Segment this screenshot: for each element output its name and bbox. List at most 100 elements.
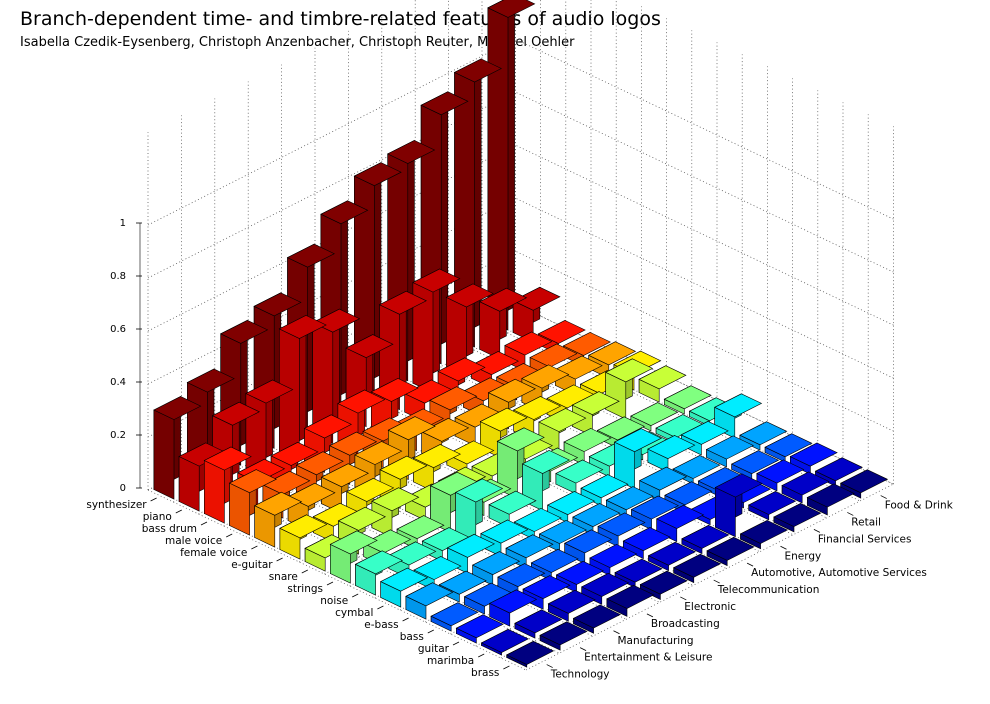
bar-face bbox=[563, 428, 612, 452]
bar bbox=[639, 570, 688, 600]
bar-face bbox=[320, 463, 369, 488]
bar-face bbox=[521, 450, 570, 474]
z-tick-label: 0.4 bbox=[110, 377, 126, 388]
bar bbox=[663, 385, 712, 415]
instrument-label: bass drum bbox=[142, 523, 197, 535]
bar bbox=[814, 457, 863, 487]
instrument-label: guitar bbox=[418, 643, 450, 655]
instrument-tick bbox=[200, 521, 208, 526]
bar-face bbox=[530, 548, 579, 573]
bar bbox=[739, 519, 788, 550]
bar-face bbox=[412, 268, 461, 293]
gridline bbox=[349, 399, 718, 587]
instrument-tick bbox=[251, 545, 258, 550]
bar-face bbox=[512, 286, 561, 311]
branch-label: Manufacturing bbox=[618, 635, 694, 647]
bar bbox=[463, 582, 512, 615]
bar-face bbox=[639, 466, 688, 491]
instrument-tick bbox=[175, 509, 182, 514]
bar-face bbox=[806, 483, 855, 508]
branch-label: Food & Drink bbox=[885, 500, 954, 512]
branch-label: Broadcasting bbox=[651, 618, 720, 630]
bar-face bbox=[346, 477, 395, 502]
bar-face bbox=[497, 563, 546, 588]
branch-label: Financial Services bbox=[818, 533, 912, 545]
branch-label: Electronic bbox=[684, 601, 736, 613]
instrument-tick bbox=[427, 629, 434, 634]
bar-face bbox=[663, 385, 712, 410]
bar-face bbox=[513, 396, 562, 420]
instrument-label: snare bbox=[269, 571, 298, 583]
bar-face bbox=[731, 450, 780, 475]
bar-face bbox=[547, 589, 596, 614]
branch-tick bbox=[880, 495, 887, 499]
bar-face bbox=[430, 602, 479, 627]
gridline bbox=[248, 351, 617, 539]
instrument-tick bbox=[276, 557, 283, 562]
bar bbox=[455, 614, 504, 644]
bar bbox=[354, 550, 403, 596]
branch-label: Telecommunication bbox=[717, 584, 820, 596]
bar bbox=[445, 283, 494, 377]
bar-face bbox=[303, 414, 352, 439]
bar-face bbox=[647, 541, 696, 566]
bar-face bbox=[639, 570, 688, 595]
bar-face bbox=[596, 416, 645, 441]
bar bbox=[572, 503, 621, 536]
bar-face bbox=[538, 520, 587, 544]
bar-face bbox=[370, 378, 419, 402]
bar bbox=[547, 589, 596, 622]
bar-face bbox=[396, 515, 445, 540]
bar bbox=[178, 442, 227, 512]
bar-face bbox=[270, 441, 319, 466]
bar-face bbox=[504, 331, 553, 356]
bar bbox=[605, 486, 654, 519]
bar-face bbox=[554, 355, 603, 380]
bar-face bbox=[245, 379, 294, 404]
bar bbox=[647, 435, 696, 473]
bar bbox=[840, 469, 889, 499]
bar-face bbox=[363, 529, 412, 554]
bar bbox=[446, 533, 495, 574]
bar bbox=[480, 628, 529, 656]
bar-face bbox=[429, 386, 478, 411]
bar bbox=[405, 582, 454, 620]
bar-face bbox=[605, 486, 654, 511]
bar-face bbox=[773, 503, 822, 527]
bar bbox=[731, 450, 780, 480]
bar bbox=[681, 524, 730, 555]
bar-face bbox=[487, 378, 536, 403]
z-tick-label: 0.2 bbox=[110, 430, 126, 441]
instrument-tick bbox=[150, 497, 157, 502]
bar-face bbox=[204, 460, 225, 524]
bar bbox=[613, 428, 662, 490]
bar-face bbox=[656, 504, 705, 529]
bar bbox=[605, 358, 654, 420]
bar bbox=[656, 504, 705, 543]
instrument-label: brass bbox=[471, 667, 499, 679]
bar-face bbox=[405, 582, 454, 607]
bar bbox=[472, 551, 521, 586]
bar-face bbox=[680, 420, 729, 445]
bar-face bbox=[220, 319, 269, 344]
instrument-label: female voice bbox=[180, 547, 247, 559]
bar-face bbox=[337, 389, 386, 414]
bar bbox=[647, 541, 696, 572]
bar bbox=[580, 474, 629, 507]
z-tick-label: 1 bbox=[120, 218, 126, 229]
bar-face bbox=[580, 474, 629, 499]
bar-face bbox=[186, 368, 235, 393]
bar bbox=[638, 365, 687, 403]
bar-face bbox=[329, 530, 378, 555]
bar-face bbox=[446, 440, 495, 465]
branch-tick bbox=[847, 512, 854, 516]
branch-label: Entertainment & Leisure bbox=[584, 652, 712, 664]
bar-face bbox=[329, 431, 378, 456]
bar-face bbox=[312, 308, 361, 333]
bar-face bbox=[378, 290, 427, 315]
bar-face bbox=[455, 614, 504, 639]
instrument-label: e-bass bbox=[364, 619, 398, 631]
bar bbox=[630, 402, 679, 432]
bar-face bbox=[739, 421, 788, 446]
gridline bbox=[147, 91, 894, 279]
